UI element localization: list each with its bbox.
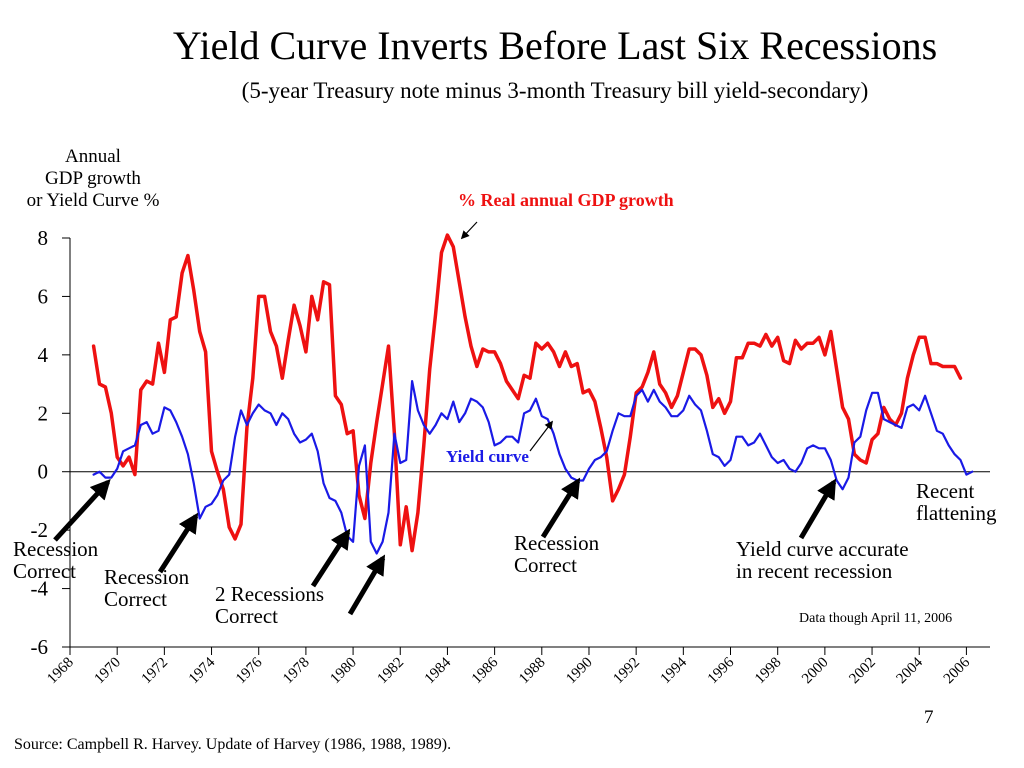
- x-tick-label: 1990: [563, 655, 596, 688]
- arrow-recession-1990: [540, 477, 581, 539]
- annotation-recession-2000: Yield curve accurate in recent recession: [736, 537, 909, 583]
- x-tick-label: 2004: [894, 654, 927, 687]
- x-tick-label: 1988: [516, 655, 549, 688]
- x-tick-label: 1968: [44, 655, 77, 688]
- yield-curve-series-line: [92, 380, 974, 555]
- chart-title: Yield Curve Inverts Before Last Six Rece…: [172, 23, 938, 68]
- series-layer: [91, 233, 974, 555]
- annotation-recession-1969: Recession Correct: [13, 537, 99, 583]
- arrow-recession-1969: [53, 479, 111, 542]
- x-tick-label: 1970: [91, 655, 124, 688]
- arrow-recession-1973: [157, 512, 199, 574]
- page-number: 7: [924, 707, 934, 728]
- y-tick-label: 6: [38, 284, 49, 308]
- x-tick-label: 1974: [186, 654, 219, 687]
- annotation-yield-label: Yield curve: [446, 447, 529, 466]
- y-tick-label: -4: [31, 577, 49, 601]
- y-tick-label: 8: [38, 226, 49, 250]
- annotation-line: Correct: [13, 559, 76, 583]
- annotation-line: % Real annual GDP growth: [458, 190, 674, 210]
- y-axis-label-line: GDP growth: [45, 168, 141, 189]
- x-tick-label: 1994: [658, 654, 691, 687]
- x-tick-label: 1986: [469, 654, 502, 687]
- annotation-data-note: Data though April 11, 2006: [799, 611, 952, 626]
- arrow-recession-1980b: [347, 554, 386, 616]
- x-tick-label: 1998: [752, 655, 785, 688]
- x-tick-label: 1992: [610, 655, 643, 688]
- annotation-line: Correct: [514, 553, 577, 577]
- annotation-line: Correct: [104, 587, 167, 611]
- annotation-line: 2 Recessions: [215, 582, 324, 606]
- y-tick-label: 4: [38, 343, 49, 367]
- arrow-gdp-label: [460, 221, 478, 240]
- y-tick-label: 0: [38, 460, 49, 484]
- chart-subtitle: (5-year Treasury note minus 3-month Trea…: [241, 78, 869, 103]
- annotation-gdp-label: % Real annual GDP growth: [458, 190, 674, 210]
- x-tick-label: 1976: [233, 654, 266, 687]
- y-axis-label-line: Annual: [65, 146, 121, 167]
- y-axis-label: Annual GDP growth or Yield Curve %: [8, 146, 178, 212]
- x-tick-label: 2006: [941, 654, 974, 687]
- source-citation: Source: Campbell R. Harvey. Update of Ha…: [14, 736, 452, 753]
- annotation-line: Recent: [916, 479, 974, 503]
- annotation-recession-1973: Recession Correct: [104, 565, 190, 611]
- y-tick-label: -6: [31, 635, 49, 659]
- annotation-line: Yield curve: [446, 447, 529, 466]
- annotation-line: flattening: [916, 501, 997, 525]
- x-tick-label: 2000: [799, 655, 832, 688]
- x-tick-label: 1972: [139, 655, 172, 688]
- annotation-recession-1990: Recession Correct: [514, 531, 600, 577]
- gdp-growth-series-line: [91, 233, 963, 553]
- annotation-layer: % Real annual GDP growth Yield curve Reces…: [13, 190, 997, 628]
- arrow-recession-1980a: [310, 528, 351, 588]
- y-tick-label: 2: [38, 401, 49, 425]
- x-tick-label: 2002: [846, 655, 879, 688]
- annotation-line: Recession: [514, 531, 600, 555]
- annotation-line: Yield curve accurate: [736, 537, 909, 561]
- annotation-line: Correct: [215, 604, 278, 628]
- annotation-recent-flattening: Recent flattening: [916, 479, 997, 525]
- x-tick-label: 1978: [280, 655, 313, 688]
- x-tick-label: 1996: [705, 654, 738, 687]
- annotation-line: in recent recession: [736, 559, 893, 583]
- annotation-recession-1980: 2 Recessions Correct: [215, 582, 324, 628]
- annotation-line: Data though April 11, 2006: [799, 611, 952, 626]
- y-axis-label-line: or Yield Curve %: [26, 190, 160, 211]
- annotation-line: Recession: [104, 565, 190, 589]
- arrow-yield-label: [529, 420, 554, 452]
- x-tick-label: 1980: [327, 655, 360, 688]
- arrow-recession-2000: [798, 478, 837, 540]
- x-tick-label: 1982: [375, 655, 408, 688]
- y-tick-label: -2: [31, 518, 49, 542]
- x-tick-label: 1984: [422, 654, 455, 687]
- annotation-line: Recession: [13, 537, 99, 561]
